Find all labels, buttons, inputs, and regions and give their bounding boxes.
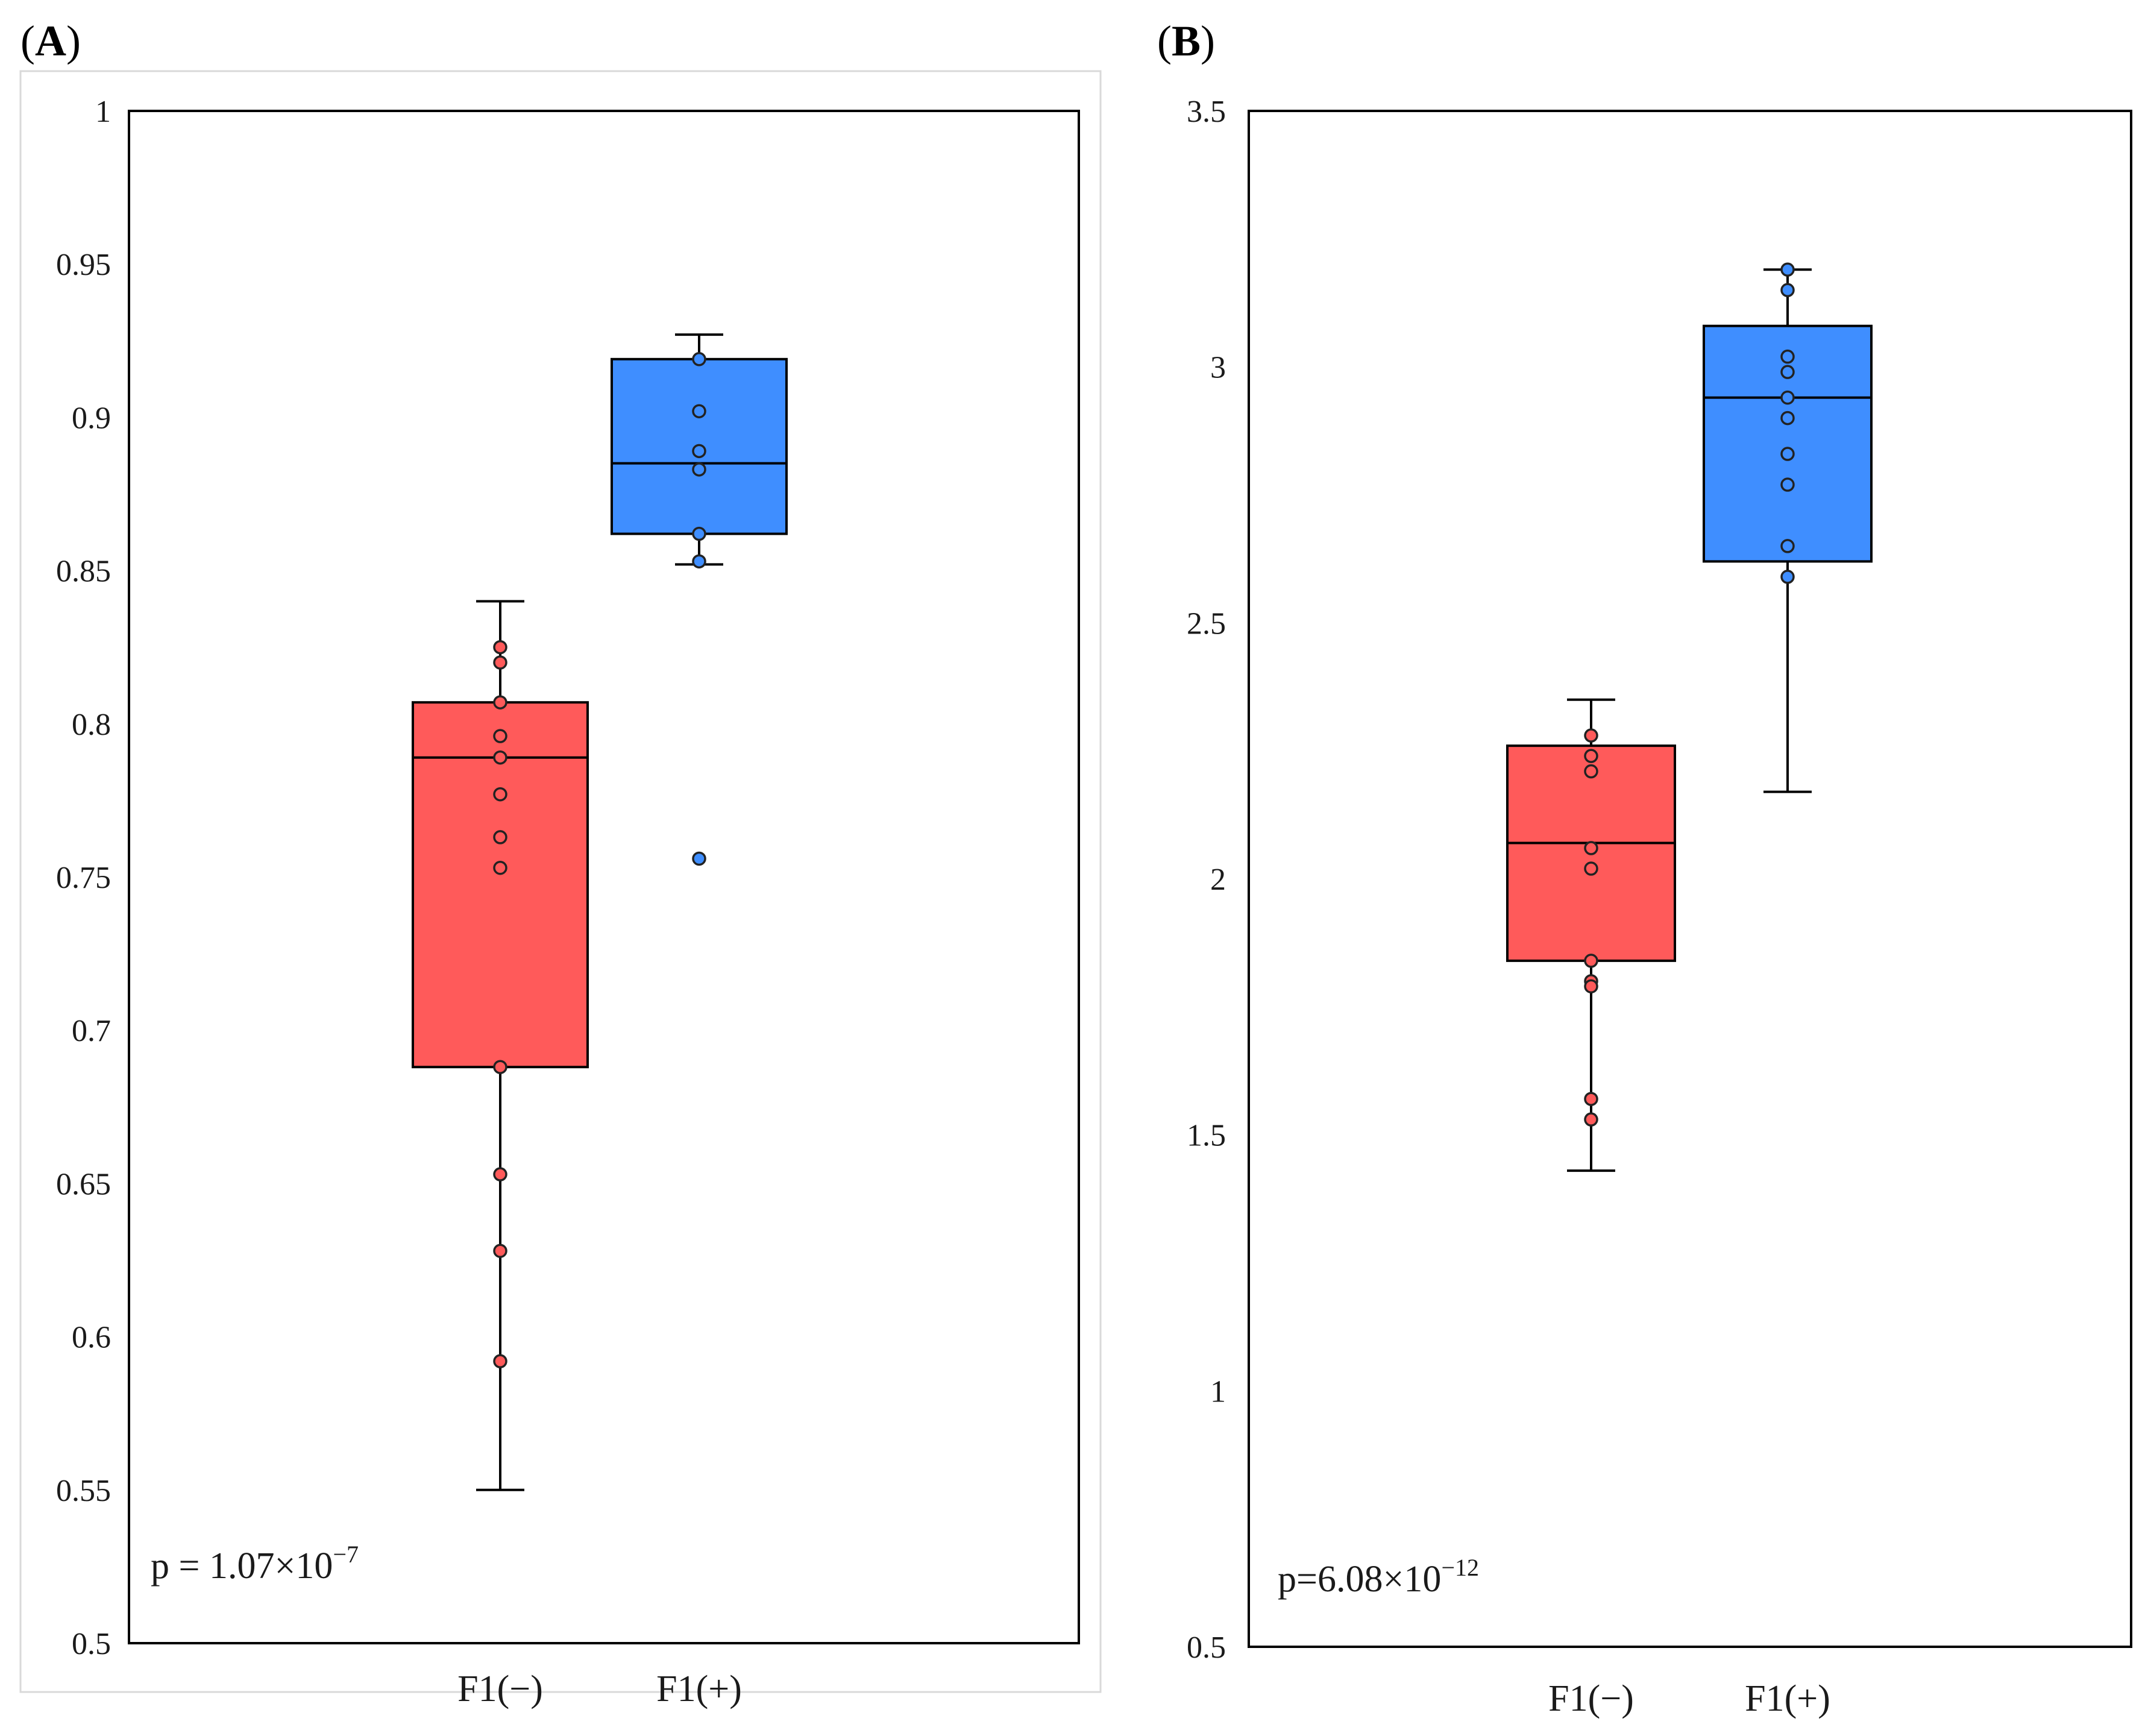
- panel-a-ytick-label: 0.55: [56, 1474, 111, 1508]
- panel-a-f1-pos-data-point: [692, 526, 706, 541]
- panel-b-f1-pos-data-point: [1780, 410, 1795, 426]
- panel-b-f1-neg-data-point: [1584, 841, 1598, 855]
- panel-a-f1-neg-data-point: [493, 655, 507, 670]
- panel-b-ytick-label: 1.5: [1187, 1119, 1226, 1153]
- panel-a-f1-neg-data-point: [493, 860, 507, 875]
- panel-a-ytick-label: 0.95: [56, 248, 111, 282]
- panel-a-f1-neg-data-point: [493, 1244, 507, 1258]
- panel-a-ytick-label: 1: [95, 95, 111, 129]
- panel-a-f1-neg-data-point: [493, 830, 507, 844]
- panel-a-f1-pos-outlier-point: [692, 851, 706, 866]
- panel-b-category-label: F1(−): [1548, 1678, 1634, 1719]
- panel-a-category-label: F1(−): [457, 1668, 543, 1709]
- panel-a-ytick-label: 0.65: [56, 1167, 111, 1201]
- panel-b-ytick-label: 2.5: [1187, 606, 1226, 641]
- panel-a-f1-pos-data-point: [692, 554, 706, 569]
- panel-b-category-label: F1(+): [1745, 1678, 1830, 1719]
- panel-a-f1-pos-data-point: [692, 404, 706, 418]
- panel-b-f1-pos-data-point: [1780, 262, 1795, 277]
- panel-a-f1-neg-data-point: [493, 729, 507, 743]
- panel-b-plot-area: [1248, 110, 2132, 1648]
- panel-a-ytick-label: 0.5: [72, 1627, 111, 1661]
- panel-a-pvalue: p = 1.07×10−7: [151, 1541, 359, 1587]
- panel-a-marks: 0.5 0.55 0.6 0.65 0.7 0.75 0.8 0.85 0.9 0.95 1 F1(−…: [56, 95, 788, 1709]
- panel-b-label: (B): [1157, 17, 1215, 65]
- panel-a-f1-pos-data-point: [692, 444, 706, 459]
- panel-a-category-label: F1(+): [656, 1668, 742, 1709]
- panel-b-ytick-label: 1: [1210, 1374, 1226, 1409]
- panel-a-f1-pos-data-point: [692, 352, 706, 366]
- panel-a-f1-neg-data-point: [493, 695, 507, 709]
- panel-a-ytick-label: 0.75: [56, 861, 111, 895]
- panel-a-f1-neg-data-point: [493, 750, 507, 765]
- panel-b-f1-neg-data-point: [1584, 728, 1598, 743]
- panel-b-ytick-label: 0.5: [1187, 1631, 1226, 1665]
- panel-a-f1-neg-data-point: [493, 1354, 507, 1369]
- panel-a-ytick-label: 0.85: [56, 555, 111, 589]
- panel-b-f1-pos-data-point: [1780, 349, 1795, 364]
- panel-b-f1-pos-data-point: [1780, 477, 1795, 492]
- panel-b-ytick-label: 3: [1210, 351, 1226, 385]
- panel-a-f1-neg-data-point: [493, 787, 507, 802]
- panel-b-f1-pos-data-point: [1780, 570, 1795, 584]
- panel-b: (B) 0.5 1 1.5 2 2.5 3 3.5 F1(−) F1(+) p=6.08×10−…: [1157, 17, 2132, 1719]
- panel-b-f1-pos-data-point: [1780, 447, 1795, 461]
- panel-b-f1-pos-data-point: [1780, 539, 1795, 553]
- panel-b-pvalue: p=6.08×10−12: [1278, 1554, 1479, 1600]
- panel-b-f1-neg-data-point: [1584, 1112, 1598, 1127]
- panel-a: (A) 0.5 0.55 0.6 0.65 0.7 0.75 0.8 0.85 0.9 0.95 1…: [19, 17, 1102, 1709]
- panel-a-chart-area: [19, 70, 1102, 1693]
- panel-a-label: (A): [20, 17, 81, 65]
- panel-b-f1-neg-data-point: [1584, 749, 1598, 763]
- panel-b-marks: 0.5 1 1.5 2 2.5 3 3.5 F1(−) F1(+): [1187, 95, 1873, 1719]
- panel-a-ytick-label: 0.7: [72, 1014, 111, 1048]
- panel-b-f1-neg-data-point: [1584, 764, 1598, 779]
- panel-a-f1-pos-data-point: [692, 462, 706, 477]
- panel-b-f1-neg-data-point: [1584, 954, 1598, 968]
- panel-b-ytick-label: 2: [1210, 863, 1226, 897]
- panel-b-f1-neg-data-point: [1584, 861, 1598, 876]
- panel-a-f1-neg-data-point: [493, 640, 507, 655]
- panel-b-f1-neg-data-point: [1584, 979, 1598, 994]
- panel-b-ytick-label: 3.5: [1187, 95, 1226, 129]
- panel-a-f1-neg-data-point: [493, 1060, 507, 1074]
- panel-a-ytick-label: 0.6: [72, 1321, 111, 1355]
- panel-b-f1-neg-data-point: [1584, 1092, 1598, 1106]
- panel-b-f1-pos-data-point: [1780, 283, 1795, 298]
- panel-a-f1-neg-data-point: [493, 1167, 507, 1181]
- panel-b-f1-pos-data-point: [1780, 365, 1795, 379]
- panel-a-plot-area: [128, 110, 1080, 1644]
- panel-a-ytick-label: 0.8: [72, 708, 111, 742]
- panel-b-f1-pos-data-point: [1780, 390, 1795, 405]
- panel-a-ytick-label: 0.9: [72, 401, 111, 435]
